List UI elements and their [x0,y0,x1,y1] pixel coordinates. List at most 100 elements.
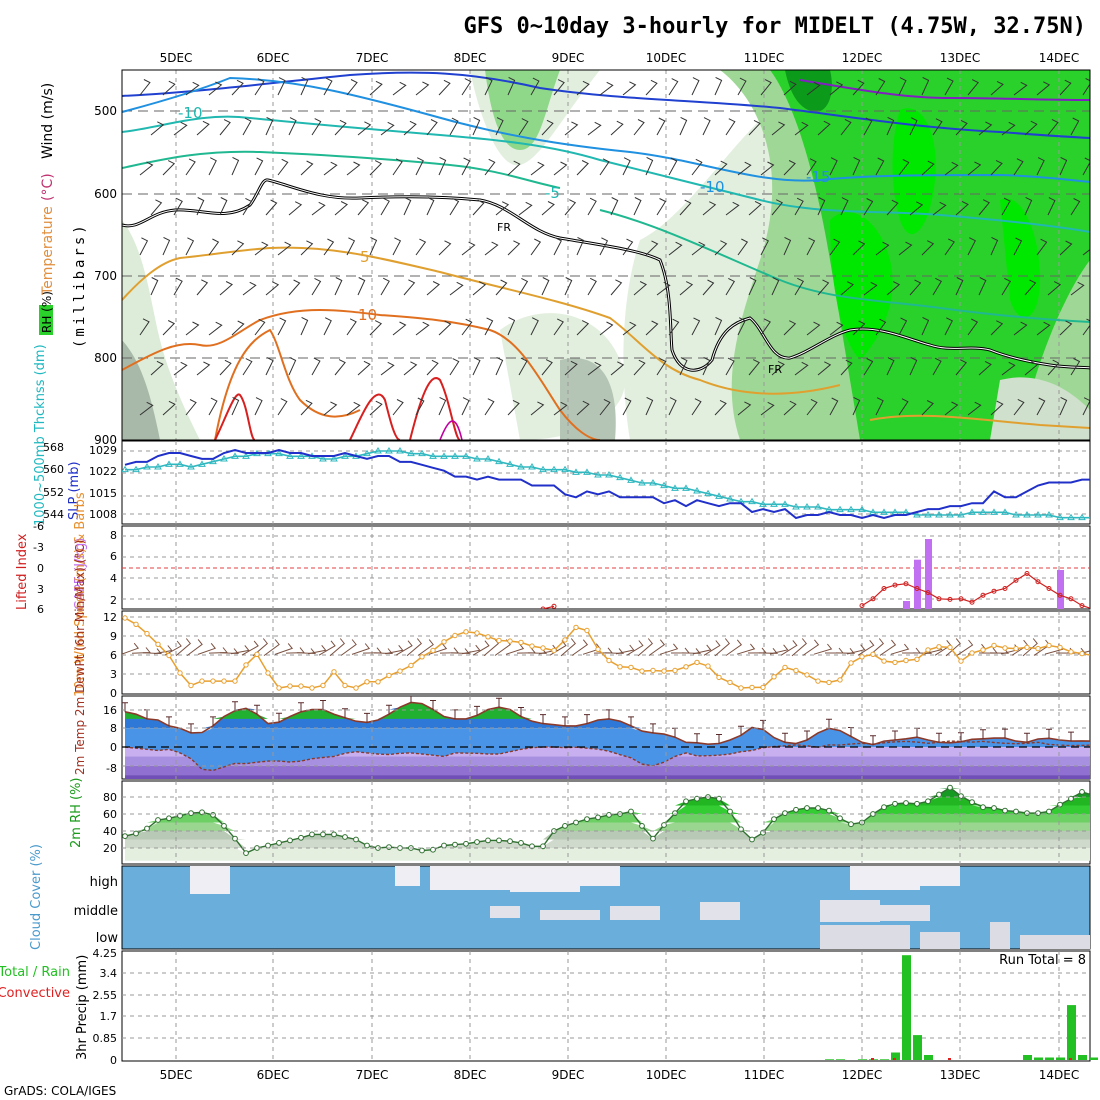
upper-wind-barb [139,161,154,176]
upper-wind-barb [587,121,602,136]
upper-wind-barb [150,199,163,216]
wind-speed-marker [540,645,546,651]
upper-wind-barb [1059,156,1068,176]
surface-wind-barb [153,645,173,655]
surface-wind-barb [252,638,268,657]
thickness-marker [330,455,338,462]
rh-marker [309,831,315,838]
upper-wind-barb [380,121,395,136]
surface-wind-barb [692,644,712,655]
upper-wind-barb [1024,120,1038,136]
upper-wind-barb [863,117,873,136]
upper-wind-barb [208,397,218,416]
upper-wind-barb [288,279,301,296]
upper-wind-barb [886,357,895,376]
temp-tick: 0 [110,741,117,754]
upper-wind-barb [748,200,762,216]
rh-marker [353,836,359,843]
surface-wind-barb [736,643,756,655]
upper-wind-barb [817,197,826,216]
wind-speed-marker [628,664,634,671]
upper-wind-barb [898,398,909,416]
wind-speed-marker [320,682,326,689]
li-marker [1024,571,1030,576]
upper-wind-barb [633,359,646,376]
rh-marker [738,826,744,833]
thickness-marker [649,479,657,486]
upper-wind-barb [737,317,746,336]
upper-wind-barb [461,397,470,416]
pressure-tick-label: 800 [94,351,117,365]
upper-wind-barb [1059,240,1073,256]
rh-marker [628,808,634,815]
thickness-marker [858,505,866,513]
upper-wind-barb [323,161,338,176]
surface-wind-barb [329,638,345,657]
upper-wind-barb [1082,157,1090,176]
upper-wind-barb [967,237,976,256]
temperature-contours [122,71,1090,440]
upper-wind-barb [484,158,496,176]
upper-wind-barb [714,316,723,336]
thickness-marker [440,452,448,459]
wind-speed-marker [683,664,689,670]
wind-speed-marker [375,679,381,685]
li-marker [1046,586,1052,591]
temp-ylabel: 2m Temp 2m DewPt (6hr Min/Max) (°C) [73,540,87,775]
thickness-marker [1078,513,1086,521]
thickness-marker [176,460,184,467]
upper-wind-barb [691,158,703,176]
temp-whisker [958,732,964,742]
wind-speed-markers [122,615,1085,691]
upper-wind-barb [1059,79,1072,96]
bottom-date-label: 5DEC [160,1068,193,1082]
upper-wind-barb [323,238,335,256]
surface-wind-barb [538,644,558,655]
temp-band-warm [125,702,1090,719]
upper-wind-barb [323,317,332,336]
contour-15 [214,377,461,440]
cloud-block [920,866,960,886]
thickness-marker [242,452,250,459]
upper-wind-barb [1082,241,1090,256]
upper-wind-barb [553,237,562,256]
upper-wind-barb [472,116,481,136]
upper-wind-barb [530,77,540,96]
upper-wind-barb [139,401,154,416]
upper-wind-barb [162,80,176,96]
surface-wind-barb [142,648,163,655]
upper-wind-barb [656,198,667,216]
cloud-block [820,925,910,949]
slp-tick: 1015 [89,487,117,500]
upper-wind-barb [898,241,913,256]
thickness-marker [583,468,591,475]
upper-wind-barb [553,401,568,416]
upper-wind-barb [415,321,430,336]
upper-wind-barb [725,201,740,216]
surface-wind-barb [208,647,229,654]
upper-wind-barb [691,241,706,256]
wind-speed-marker [386,672,392,679]
temp-whisker [320,700,326,710]
precip-bar [1078,1055,1087,1060]
thickness-marker [704,489,712,497]
wind-speed-marker [639,668,645,674]
rh-marker [595,814,601,821]
upper-wind-barb [760,161,775,176]
wind-speed-marker [705,663,711,669]
surface-wind-barb [318,640,336,656]
upper-wind-barb [369,236,378,256]
wind-speed-marker [353,685,359,691]
upper-wind-barb [553,161,568,176]
cloud-block [1020,935,1090,949]
surface-wind-barb [483,638,499,657]
upper-wind-barb [507,316,516,336]
upper-wind-barb [921,316,930,336]
panel-grid [122,951,1090,1061]
upper-wind-barb [530,317,539,336]
temp-whisker [980,729,986,739]
thickness-marker [550,465,558,473]
upper-wind-barb [967,79,979,96]
surface-wind-barb [769,644,789,655]
